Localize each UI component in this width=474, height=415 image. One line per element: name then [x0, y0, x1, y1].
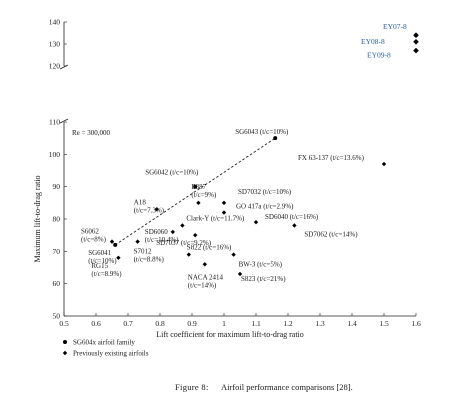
existing-airfoil-point-label: Clark-Y (t/c=11.7%) [186, 214, 245, 222]
y-tick-label: 130 [49, 40, 61, 49]
caption-text: Airfoil performance comparisons [28]. [221, 382, 353, 392]
existing-airfoil-point [413, 32, 419, 38]
existing-airfoil-point [193, 232, 198, 238]
existing-airfoil-point [253, 220, 259, 225]
existing-airfoil-point [413, 47, 419, 54]
existing-airfoil-point-label: S7012 (t/c=8.8%) [134, 248, 165, 264]
existing-airfoil-point-label: A18 (t/c=7.3%) [134, 198, 165, 214]
existing-airfoil-point-label: EY09-8 [367, 51, 391, 60]
x-tick-label: 1 [222, 319, 226, 328]
existing-airfoil-point-label: GO 417a (t/c=2.9%) [236, 203, 294, 211]
axes: 50 60 70 80 90 100 110 120 130 140 0.5 0.6 0.7 0.8 0.9… [33, 18, 421, 340]
existing-airfoil-point [221, 210, 227, 215]
existing-airfoil-point-label: SD6060 (t/c=10.4%) [145, 228, 179, 244]
y-axis-title: Maximum lift-to-drag ratio [33, 175, 42, 262]
existing-airfoil-point-label: SD6040 (t/c=16%) [265, 213, 319, 221]
existing-airfoil-point-label: EY07-8 [383, 22, 407, 31]
data-labels: SG6041 (t/c=10%) SG6042 (t/c=10%) SG6043 (t… [81, 22, 407, 289]
existing-airfoil-point [180, 223, 185, 228]
y-tick-label: 100 [49, 150, 61, 159]
x-tick-label: 1.3 [315, 319, 325, 328]
x-tick-label: 1.4 [347, 319, 357, 328]
existing-airfoil-point [154, 207, 159, 212]
existing-airfoil-point [196, 200, 201, 206]
existing-airfoil-point-label: RG15 (t/c=8.9%) [91, 262, 122, 278]
existing-airfoil-point [135, 239, 140, 244]
legend-label: SG604x airfoil family [73, 339, 135, 347]
data-marks [109, 32, 419, 277]
x-tick-label: 1.5 [379, 319, 389, 328]
x-tick-label: 1.1 [251, 319, 261, 328]
existing-airfoil-point-label: E387 (t/c=9%) [191, 183, 217, 199]
y-tick-label: 70 [53, 247, 61, 256]
x-axis-title: Lift coefficient for maximum lift-to-dra… [156, 330, 304, 339]
x-tick-label: 1.2 [283, 319, 293, 328]
x-tick-label: 0.5 [59, 319, 69, 328]
existing-airfoil-point [292, 223, 297, 228]
existing-airfoil-point-label: EY08-8 [361, 37, 385, 46]
existing-airfoil-point [109, 239, 115, 244]
x-tick-label: 0.6 [91, 319, 101, 328]
y-tick-label: 140 [49, 18, 61, 27]
existing-airfoil-point-label: BW-3 (t/c=5%) [239, 261, 283, 269]
existing-airfoil-point-label: FX 63-137 (t/c=13.6%) [298, 154, 365, 162]
caption-figure-number: Figure 8: [175, 382, 209, 392]
legend-diamond-marker [62, 350, 68, 356]
y-tick-label: 60 [53, 279, 61, 288]
existing-airfoil-point-label: SD7062 (t/c=14%) [304, 230, 358, 238]
axis-break-mark [59, 64, 69, 70]
y-tick-label: 90 [53, 182, 61, 191]
sg604x-point [193, 184, 198, 189]
sg604x-point-label: SG6043 (t/c=10%) [235, 128, 289, 136]
existing-airfoil-point-label: NACA 2414 (t/c=14%) [188, 273, 224, 289]
existing-airfoil-point [116, 255, 121, 260]
sg604x-point-label: SG6041 (t/c=10%) [88, 249, 117, 265]
existing-airfoil-point [237, 271, 243, 277]
existing-airfoil-point-label: SD7032 (t/c=10%) [238, 188, 292, 196]
existing-airfoil-point [202, 262, 207, 267]
existing-airfoil-point-label: S822 (t/c=16%) [187, 244, 232, 252]
y-tick-label: 80 [53, 215, 61, 224]
x-tick-label: 0.8 [155, 319, 165, 328]
existing-airfoil-point [186, 252, 191, 257]
sg604x-trend-line [114, 137, 276, 246]
existing-airfoil-point [221, 200, 227, 206]
sg604x-point-label: SG6042 (t/c=10%) [145, 169, 199, 177]
existing-airfoil-point-label: S823 (t/c=21%) [241, 275, 286, 283]
existing-airfoil-point [381, 161, 387, 167]
existing-airfoil-point [170, 229, 175, 235]
x-tick-label: 0.7 [123, 319, 133, 328]
x-tick-label: 0.9 [187, 319, 197, 328]
sg604x-point [273, 136, 278, 141]
x-tick-label: 1.6 [411, 319, 421, 328]
y-tick-label: 110 [49, 118, 60, 127]
legend-label: Previously existing airfoils [73, 350, 149, 358]
existing-airfoil-point [231, 252, 236, 257]
existing-airfoil-point-label: S6062 (t/c=8%) [81, 228, 107, 244]
y-tick-label: 120 [49, 62, 61, 71]
existing-airfoil-point-label: SD7037 (t/c=9.2%) [156, 239, 212, 247]
y-tick-label: 50 [53, 312, 61, 321]
axis-break-mark [59, 118, 69, 124]
figure-caption: Figure 8: Airfoil performance comparison… [175, 382, 353, 392]
existing-airfoil-point [413, 39, 419, 45]
reynolds-annotation: Re = 300,000 [72, 129, 110, 137]
sg604x-point [113, 242, 118, 247]
legend: SG604x airfoil family Previously existing… [62, 339, 149, 358]
legend-circle-marker [63, 340, 67, 344]
